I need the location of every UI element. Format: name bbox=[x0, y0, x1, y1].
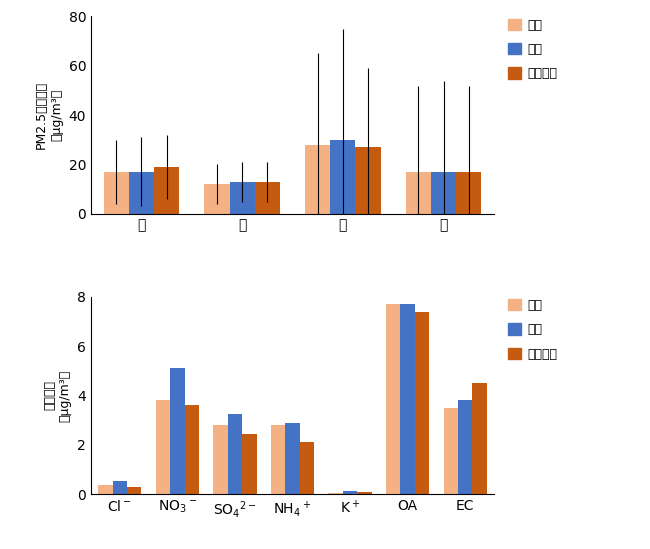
Bar bbox=[458, 400, 473, 494]
Bar bbox=[328, 493, 343, 494]
Y-axis label: PM2.5質量濃度
（μg/m³）: PM2.5質量濃度 （μg/m³） bbox=[35, 81, 63, 149]
Bar bbox=[213, 425, 228, 494]
Bar bbox=[473, 383, 487, 494]
Bar bbox=[271, 425, 285, 494]
Bar bbox=[356, 147, 381, 214]
Bar bbox=[330, 140, 356, 214]
Bar bbox=[431, 172, 456, 214]
Bar bbox=[185, 405, 199, 494]
Bar bbox=[386, 304, 400, 494]
Bar bbox=[103, 172, 129, 214]
Bar bbox=[129, 172, 154, 214]
Bar bbox=[456, 172, 482, 214]
Bar bbox=[343, 491, 358, 494]
Bar bbox=[154, 167, 179, 214]
Bar bbox=[112, 480, 127, 494]
Legend: 鴻巣, 幸手, 鴻巣天神: 鴻巣, 幸手, 鴻巣天神 bbox=[508, 19, 557, 80]
Bar bbox=[98, 485, 112, 494]
Bar bbox=[305, 145, 330, 214]
Bar bbox=[127, 487, 142, 494]
Bar bbox=[156, 400, 170, 494]
Bar bbox=[255, 182, 280, 214]
Bar bbox=[242, 434, 257, 494]
Bar bbox=[227, 414, 242, 494]
Legend: 鴻巣, 幸手, 鴻巣天神: 鴻巣, 幸手, 鴻巣天神 bbox=[508, 299, 557, 361]
Bar bbox=[204, 184, 229, 214]
Bar bbox=[170, 368, 185, 494]
Bar bbox=[443, 408, 458, 494]
Y-axis label: 成分濃度
（μg/m³）: 成分濃度 （μg/m³） bbox=[44, 369, 72, 422]
Bar bbox=[229, 182, 255, 214]
Bar bbox=[400, 304, 415, 494]
Bar bbox=[406, 172, 431, 214]
Bar bbox=[300, 442, 314, 494]
Bar bbox=[358, 492, 372, 494]
Bar bbox=[285, 423, 300, 494]
Bar bbox=[415, 311, 429, 494]
